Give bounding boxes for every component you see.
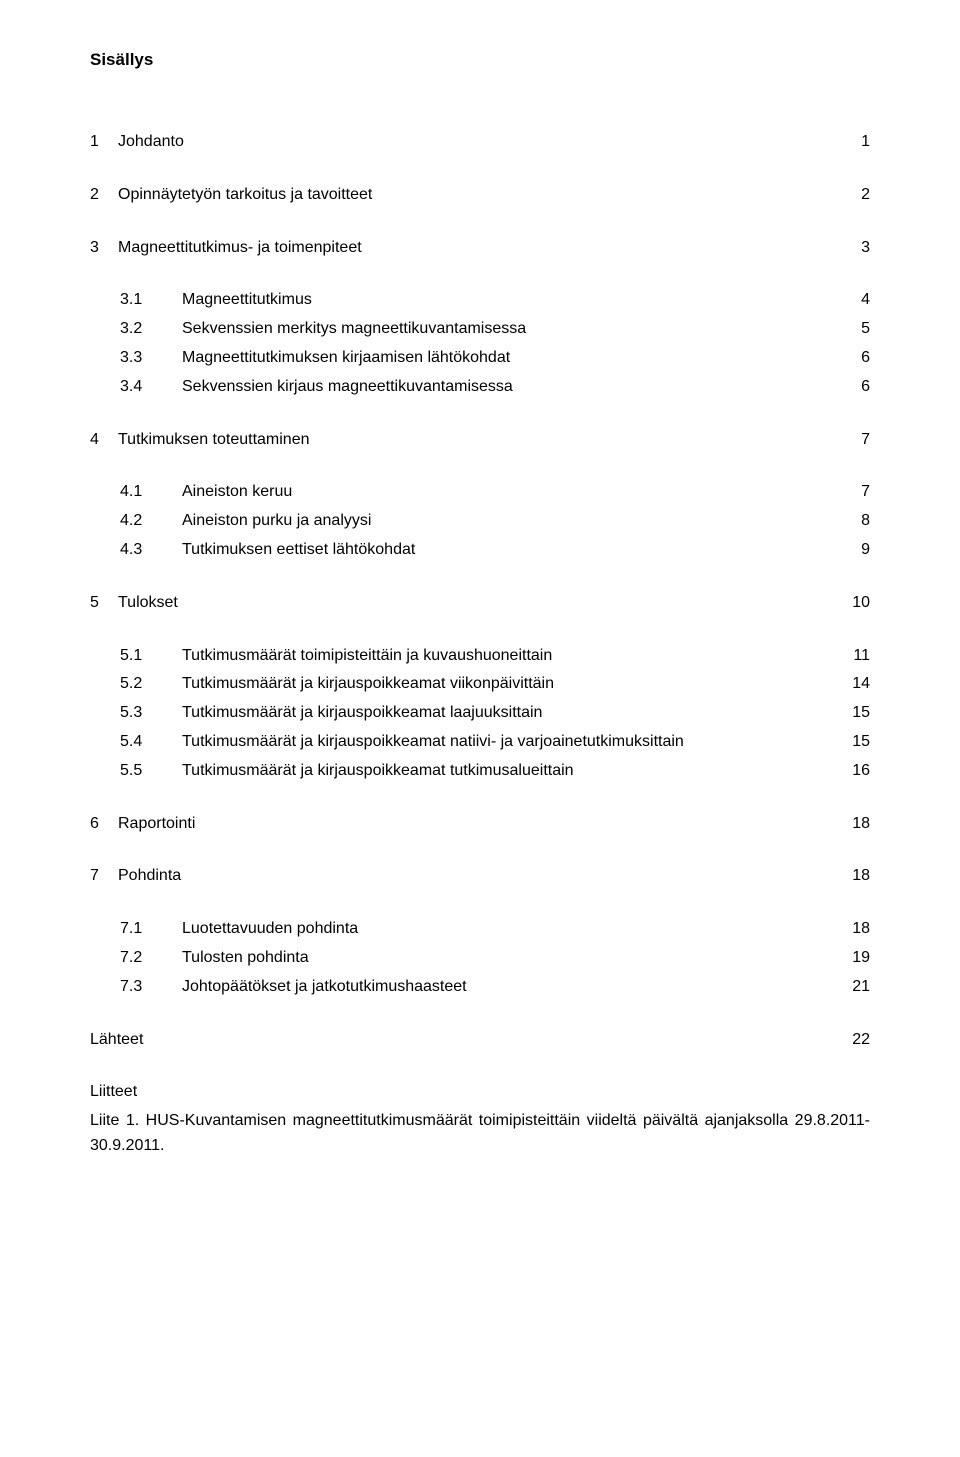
toc-entry-label: Johtopäätökset ja jatkotutkimushaasteet — [182, 975, 840, 1000]
toc-entry-label: Tutkimusmäärät ja kirjauspoikkeamat laaj… — [182, 701, 840, 726]
toc-entry-page: 8 — [840, 509, 870, 534]
toc-entry-number: 4 — [90, 428, 118, 453]
toc-entry-label: Tutkimusmäärät ja kirjauspoikkeamat tutk… — [182, 759, 840, 784]
toc-entry-label: Tutkimuksen eettiset lähtökohdat — [182, 538, 840, 563]
toc-entry-number: 5.1 — [90, 644, 182, 669]
toc-entry-label: Aineiston keruu — [182, 480, 840, 505]
toc-entry-label: Johdanto — [118, 130, 840, 155]
toc-entry-number: 7.3 — [90, 975, 182, 1000]
toc-entry-label: Magneettitutkimus — [182, 288, 840, 313]
toc-subentry: 4.3 Tutkimuksen eettiset lähtökohdat 9 — [90, 538, 870, 563]
toc-entry-number: 3.2 — [90, 317, 182, 342]
toc-entry-number: 5 — [90, 591, 118, 616]
toc-entry-label: Tulokset — [118, 591, 840, 616]
toc-entry-label: Aineiston purku ja analyysi — [182, 509, 840, 534]
toc-entry-page: 18 — [840, 917, 870, 942]
toc-entry-page: 18 — [840, 812, 870, 837]
toc-entry: 1 Johdanto 1 — [90, 130, 870, 155]
toc-entry-number: 4.2 — [90, 509, 182, 534]
toc-entry: 7 Pohdinta 18 — [90, 864, 870, 889]
toc-entry-number: 4.3 — [90, 538, 182, 563]
toc-entry-page: 6 — [840, 346, 870, 371]
toc-entry-number: 4.1 — [90, 480, 182, 505]
toc-entry-number: 5.4 — [90, 730, 182, 755]
toc-entry-label: Sekvenssien kirjaus magneettikuvantamise… — [182, 375, 840, 400]
toc-entry-page: 9 — [840, 538, 870, 563]
toc-entry-label: Magneettitutkimuksen kirjaamisen lähtöko… — [182, 346, 840, 371]
toc-entry-page: 2 — [840, 183, 870, 208]
toc-entry-label: Raportointi — [118, 812, 840, 837]
toc-entry: 5 Tulokset 10 — [90, 591, 870, 616]
toc-subentry: 5.2 Tutkimusmäärät ja kirjauspoikkeamat … — [90, 672, 870, 697]
toc-entry-page: 1 — [840, 130, 870, 155]
toc-entry-number: 3.4 — [90, 375, 182, 400]
toc-entry-number: 5.5 — [90, 759, 182, 784]
toc-entry-label: Lähteet — [90, 1028, 840, 1053]
toc-entry-page: 6 — [840, 375, 870, 400]
toc-entry-label: Pohdinta — [118, 864, 840, 889]
toc-entry-number: 7.1 — [90, 917, 182, 942]
toc-subentry: 7.3 Johtopäätökset ja jatkotutkimushaast… — [90, 975, 870, 1000]
toc-entry-number: 3.3 — [90, 346, 182, 371]
toc-entry-page: 18 — [840, 864, 870, 889]
toc-subentry: 7.2 Tulosten pohdinta 19 — [90, 946, 870, 971]
toc-entry-page: 3 — [840, 236, 870, 261]
toc-entry-number: 3 — [90, 236, 118, 261]
toc-entry-label: Tutkimusmäärät ja kirjauspoikkeamat nati… — [182, 730, 840, 755]
toc-entry-page: 7 — [840, 480, 870, 505]
toc-entry-label: Liitteet — [90, 1080, 840, 1105]
toc-entry-label: Luotettavuuden pohdinta — [182, 917, 840, 942]
toc-entry-number: 5.3 — [90, 701, 182, 726]
toc-entry-label: Opinnäytetyön tarkoitus ja tavoitteet — [118, 183, 840, 208]
toc-entry-page: 7 — [840, 428, 870, 453]
toc-entry-page: 4 — [840, 288, 870, 313]
toc-entry-label: Magneettitutkimus- ja toimenpiteet — [118, 236, 840, 261]
toc-entry: Lähteet 22 — [90, 1028, 870, 1053]
toc-subentry: 5.5 Tutkimusmäärät ja kirjauspoikkeamat … — [90, 759, 870, 784]
toc-entry-page: 5 — [840, 317, 870, 342]
toc-entry-label: Tutkimusmäärät toimipisteittäin ja kuvau… — [182, 644, 840, 669]
toc-subentry: 5.3 Tutkimusmäärät ja kirjauspoikkeamat … — [90, 701, 870, 726]
toc-entry-number: 2 — [90, 183, 118, 208]
toc-entry: 6 Raportointi 18 — [90, 812, 870, 837]
toc-entry-number: 7.2 — [90, 946, 182, 971]
toc-entry-number: 3.1 — [90, 288, 182, 313]
toc-entry: 4 Tutkimuksen toteuttaminen 7 — [90, 428, 870, 453]
toc-subentry: 3.4 Sekvenssien kirjaus magneettikuvanta… — [90, 375, 870, 400]
toc-page: Sisällys 1 Johdanto 1 2 Opinnäytetyön ta… — [0, 0, 960, 1219]
toc-entry-page: 21 — [840, 975, 870, 1000]
toc-subentry: 5.1 Tutkimusmäärät toimipisteittäin ja k… — [90, 644, 870, 669]
toc-entry-page: 15 — [840, 730, 870, 755]
toc-entry-number: 5.2 — [90, 672, 182, 697]
toc-entry: Liitteet — [90, 1080, 870, 1105]
toc-subentry: 3.3 Magneettitutkimuksen kirjaamisen läh… — [90, 346, 870, 371]
toc-subentry: 5.4 Tutkimusmäärät ja kirjauspoikkeamat … — [90, 730, 870, 755]
toc-entry-page: 16 — [840, 759, 870, 784]
toc-subentry: 7.1 Luotettavuuden pohdinta 18 — [90, 917, 870, 942]
toc-entry-label: Tutkimusmäärät ja kirjauspoikkeamat viik… — [182, 672, 840, 697]
toc-entry-page: 10 — [840, 591, 870, 616]
toc-entry-label: Tulosten pohdinta — [182, 946, 840, 971]
toc-subentry: 4.1 Aineiston keruu 7 — [90, 480, 870, 505]
toc-entry-page: 14 — [840, 672, 870, 697]
toc-entry-number: 6 — [90, 812, 118, 837]
toc-entry: 2 Opinnäytetyön tarkoitus ja tavoitteet … — [90, 183, 870, 208]
toc-entry-number: 1 — [90, 130, 118, 155]
toc-entry-number: 7 — [90, 864, 118, 889]
toc-entry-label: Sekvenssien merkitys magneettikuvantamis… — [182, 317, 840, 342]
toc-subentry: 4.2 Aineiston purku ja analyysi 8 — [90, 509, 870, 534]
toc-subentry: 3.1 Magneettitutkimus 4 — [90, 288, 870, 313]
toc-subentry: 3.2 Sekvenssien merkitys magneettikuvant… — [90, 317, 870, 342]
toc-entry: 3 Magneettitutkimus- ja toimenpiteet 3 — [90, 236, 870, 261]
toc-entry-page: 15 — [840, 701, 870, 726]
toc-entry-page: 19 — [840, 946, 870, 971]
toc-entry-page: 11 — [840, 644, 870, 669]
appendix-text: Liite 1. HUS-Kuvantamisen magneettitutki… — [90, 1109, 870, 1159]
toc-entry-label: Tutkimuksen toteuttaminen — [118, 428, 840, 453]
toc-entry-page: 22 — [840, 1028, 870, 1053]
toc-title: Sisällys — [90, 50, 870, 70]
